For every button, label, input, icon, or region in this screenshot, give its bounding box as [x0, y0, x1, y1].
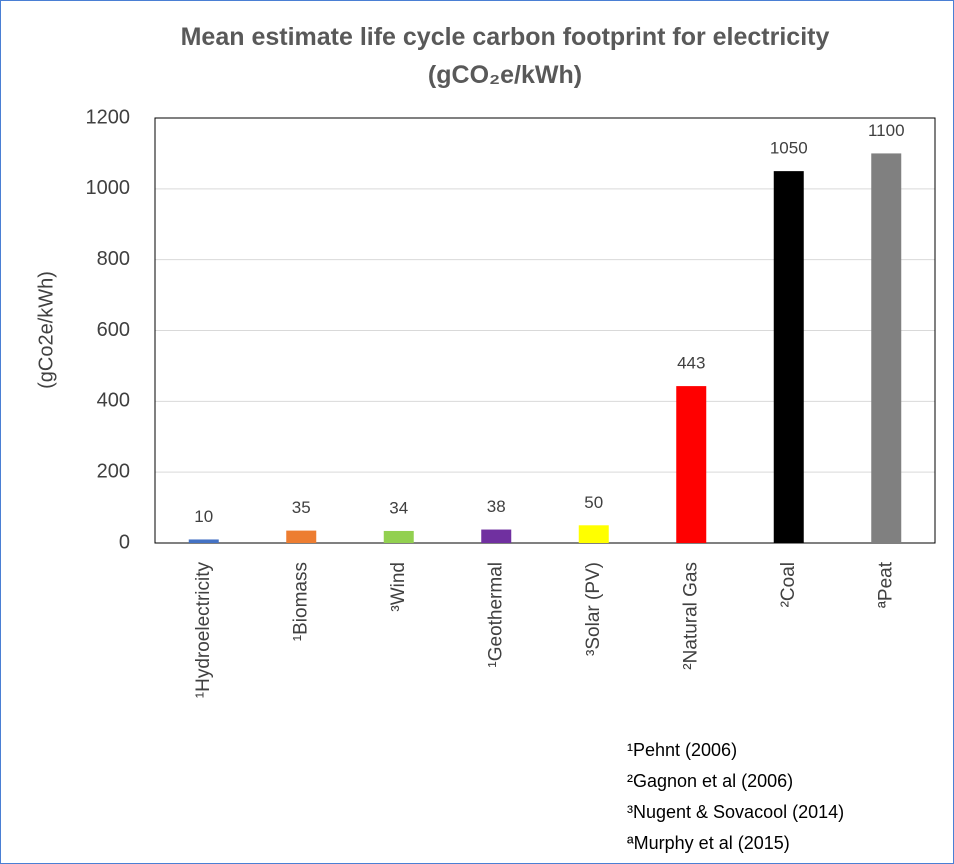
value-label: 1050 [770, 139, 808, 158]
bar [286, 530, 317, 543]
x-tick-label: ¹Geothermal [485, 562, 506, 668]
y-tick-label: 1200 [86, 106, 131, 128]
value-label: 34 [389, 498, 408, 517]
value-label: 50 [584, 493, 603, 512]
value-label: 443 [677, 354, 705, 373]
bar [481, 529, 512, 543]
x-tick-label: ²Natural Gas [680, 562, 701, 670]
chart-title: Mean estimate life cycle carbon footprin… [180, 23, 830, 89]
bar [578, 525, 609, 543]
y-axis-title: (gCo2e/kWh) [35, 271, 57, 389]
footnote: ³Nugent & Sovacool (2014) [627, 802, 844, 822]
x-tick-label: ¹Hydroelectricity [193, 562, 214, 699]
value-label: 1100 [868, 121, 905, 140]
bar [676, 386, 707, 543]
x-tick-label: ³Wind [388, 562, 409, 612]
x-tick-label: ²Coal [778, 562, 799, 607]
y-tick-label: 200 [97, 460, 130, 482]
value-label: 10 [194, 507, 213, 526]
bar [188, 539, 219, 543]
bar [871, 153, 902, 543]
footnote: ªMurphy et al (2015) [627, 833, 790, 853]
value-label: 35 [292, 498, 311, 517]
x-tick-label: ³Solar (PV) [583, 562, 604, 656]
y-tick-label: 600 [97, 319, 130, 341]
bar [773, 171, 804, 543]
x-tick-label: ¹Biomass [290, 562, 311, 641]
value-label: 38 [487, 497, 506, 516]
y-tick-label: 1000 [86, 177, 131, 199]
y-tick-label: 0 [119, 531, 130, 553]
bar [383, 530, 414, 543]
footnote: ²Gagnon et al (2006) [627, 771, 793, 791]
x-tick-label: ªPeat [875, 561, 896, 608]
y-tick-label: 400 [97, 390, 130, 412]
y-tick-label: 800 [97, 248, 130, 270]
footnote: ¹Pehnt (2006) [627, 740, 737, 760]
plot-border [154, 117, 936, 544]
